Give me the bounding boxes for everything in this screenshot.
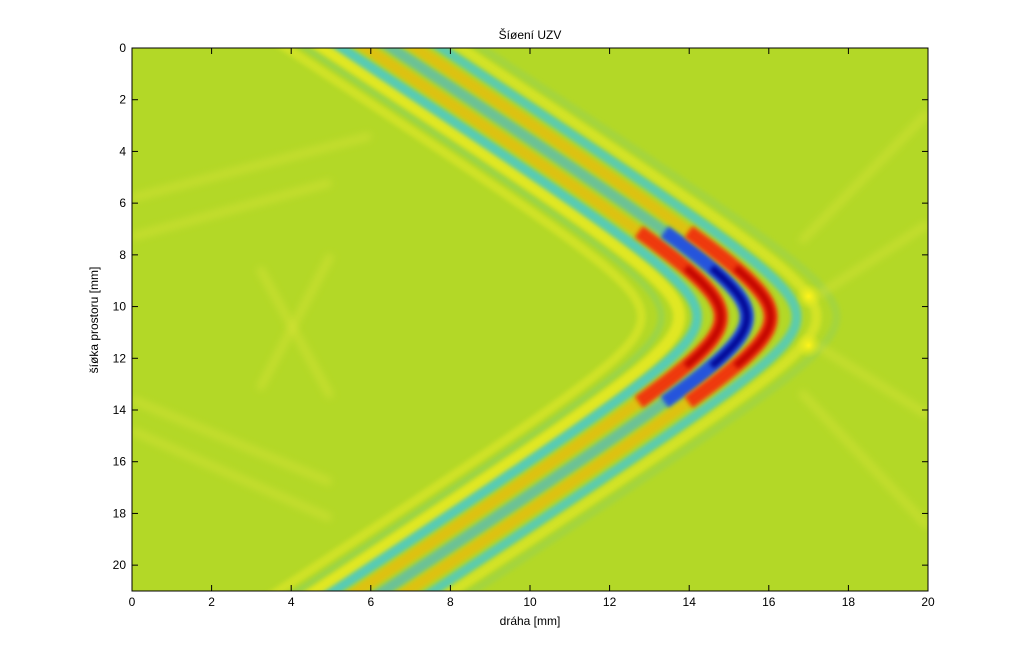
bright-spot [795, 283, 822, 310]
y-axis-label: šíøka prostoru [mm] [87, 267, 101, 374]
wavefront-ripple [270, 48, 646, 591]
wave-layer [132, 48, 928, 591]
reflection-streak [132, 396, 333, 486]
wavefront-ripple [466, 48, 841, 591]
y-tick-label: 12 [113, 351, 127, 365]
y-tick-label: 8 [119, 248, 126, 262]
wavefront-ripple [325, 48, 703, 591]
wavefront-ripple [444, 48, 822, 591]
x-tick-label: 10 [523, 595, 537, 609]
x-tick-label: 14 [683, 595, 697, 609]
reflection-streak [798, 389, 928, 529]
y-axis-ticks: 0 2 4 6 8 10 12 14 16 18 20 [113, 41, 928, 572]
reflection-streak [132, 179, 332, 241]
y-tick-label: 6 [119, 196, 126, 210]
bright-spot [795, 332, 822, 359]
wavefront-crest-peak [683, 265, 725, 369]
x-tick-label: 20 [921, 595, 935, 609]
reflection-streak [256, 253, 335, 391]
reflection-streak [132, 132, 372, 202]
reflection-streak [814, 342, 928, 419]
x-tick-label: 12 [603, 595, 617, 609]
x-tick-label: 4 [288, 595, 295, 609]
y-tick-label: 14 [113, 403, 127, 417]
reflection-streak [256, 266, 335, 399]
y-tick-label: 10 [113, 300, 127, 314]
y-tick-label: 18 [113, 506, 127, 520]
wavefront-crest-peak [733, 265, 775, 369]
chart-title: Šíøení UZV [499, 27, 562, 42]
y-tick-label: 2 [119, 93, 126, 107]
wavefront-ripple [424, 48, 802, 591]
x-tick-label: 2 [208, 595, 215, 609]
x-tick-label: 16 [762, 595, 776, 609]
y-tick-label: 20 [113, 558, 127, 572]
reflection-streak [132, 427, 333, 522]
x-tick-label: 0 [129, 595, 136, 609]
reflection-streak [798, 110, 928, 245]
x-tick-label: 6 [367, 595, 374, 609]
x-axis-label: dráha [mm] [500, 614, 561, 628]
reflection-streak [814, 220, 928, 300]
wavefront-crest-peak [709, 265, 751, 369]
y-tick-label: 16 [113, 455, 127, 469]
wavefront-ripple [305, 48, 686, 591]
heatmap-area [132, 48, 928, 591]
y-tick-label: 0 [119, 41, 126, 55]
x-axis-ticks: 0 2 4 6 8 10 12 14 16 18 20 [129, 48, 935, 609]
y-tick-label: 4 [119, 144, 126, 158]
wavefront-ripple [292, 48, 665, 591]
x-tick-label: 18 [842, 595, 856, 609]
x-tick-label: 8 [447, 595, 454, 609]
